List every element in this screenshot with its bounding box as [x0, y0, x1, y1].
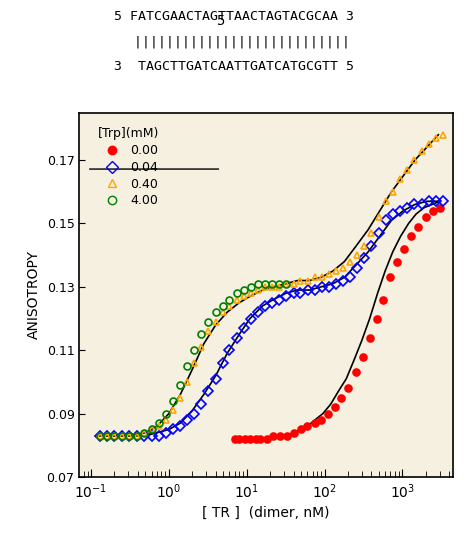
Text: 5 FATCGAACTAGTTAACTAGTACGCAA 3: 5 FATCGAACTAGTTAACTAGTACGCAA 3	[113, 10, 354, 23]
Text: 5: 5	[217, 14, 234, 28]
X-axis label: [ TR ]  (dimer, nM): [ TR ] (dimer, nM)	[202, 506, 330, 520]
Text: |||||||||||||||||||||||||||: |||||||||||||||||||||||||||	[118, 36, 349, 49]
Y-axis label: ANISOTROPY: ANISOTROPY	[27, 250, 41, 339]
Text: 5 F: 5 F	[208, 14, 234, 28]
Legend: 0.00, 0.04, 0.40, 4.00: 0.00, 0.04, 0.40, 4.00	[93, 122, 164, 212]
Text: 3  TAGCTTGATCAATTGATCATGCGTT 5: 3 TAGCTTGATCAATTGATCATGCGTT 5	[113, 60, 354, 73]
Text: 5 FATCGAACTAGTTAACTAGTACGCAA 3: 5 FATCGAACTAGTTAACTAGTACGCAA 3	[113, 10, 354, 23]
